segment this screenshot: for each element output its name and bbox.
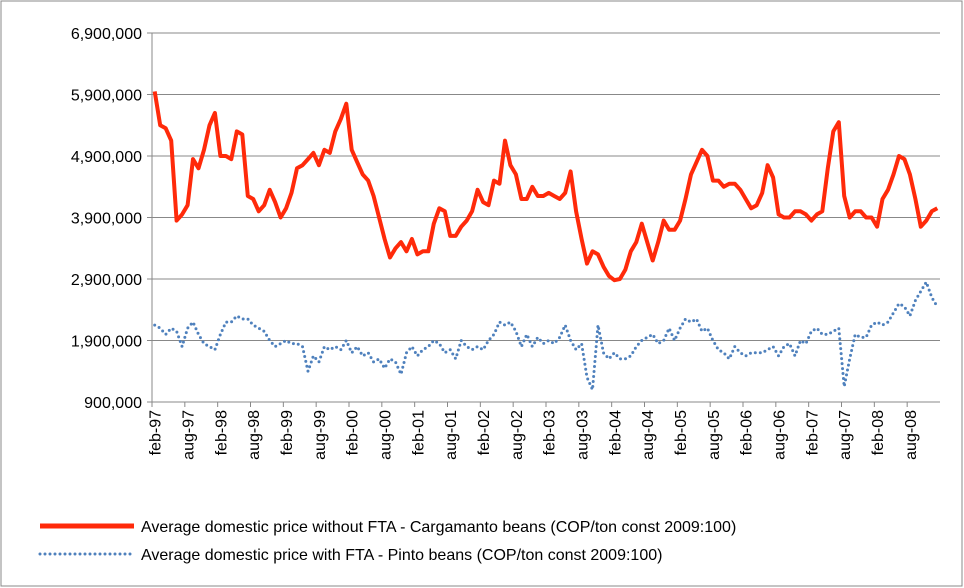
x-tick-label: feb-08 bbox=[870, 410, 887, 455]
x-tick-label: aug-07 bbox=[837, 410, 854, 460]
y-tick-label: 1,900,000 bbox=[71, 334, 142, 351]
x-tick-label: aug-08 bbox=[903, 410, 920, 460]
x-tick-label: aug-06 bbox=[772, 410, 789, 460]
x-tick-label: aug-03 bbox=[575, 410, 592, 460]
x-tick-label: feb-01 bbox=[410, 410, 427, 455]
x-tick-label: feb-98 bbox=[213, 410, 230, 455]
x-tick-label: aug-98 bbox=[246, 410, 263, 460]
series-line bbox=[152, 91, 939, 283]
y-tick-label: 3,900,000 bbox=[71, 211, 142, 228]
x-tick-label: feb-97 bbox=[148, 410, 165, 455]
legend-label: Average domestic price without FTA - Car… bbox=[141, 519, 736, 536]
x-tick-label: feb-99 bbox=[279, 410, 296, 455]
y-tick-label: 2,900,000 bbox=[71, 272, 142, 289]
series-line bbox=[153, 280, 939, 392]
x-tick-label: aug-97 bbox=[181, 410, 198, 460]
x-tick-label: aug-02 bbox=[509, 410, 526, 460]
y-tick-label: 6,900,000 bbox=[71, 26, 142, 43]
x-tick-label: aug-00 bbox=[378, 410, 395, 460]
x-tick-label: feb-05 bbox=[673, 410, 690, 455]
x-tick-label: aug-05 bbox=[706, 410, 723, 460]
y-tick-label: 5,900,000 bbox=[71, 88, 142, 105]
x-tick-label: feb-07 bbox=[804, 410, 821, 455]
y-tick-label: 4,900,000 bbox=[71, 149, 142, 166]
x-tick-label: feb-00 bbox=[345, 410, 362, 455]
x-tick-label: feb-02 bbox=[476, 410, 493, 455]
x-tick-label: feb-04 bbox=[607, 410, 624, 455]
x-tick-label: feb-06 bbox=[739, 410, 756, 455]
x-tick-label: aug-01 bbox=[443, 410, 460, 460]
x-tick-label: feb-03 bbox=[542, 410, 559, 455]
x-tick-label: aug-99 bbox=[312, 410, 329, 460]
y-tick-label: 900,000 bbox=[84, 395, 142, 412]
legend-label: Average domestic price with FTA - Pinto … bbox=[141, 547, 662, 564]
x-tick-label: aug-04 bbox=[640, 410, 657, 460]
